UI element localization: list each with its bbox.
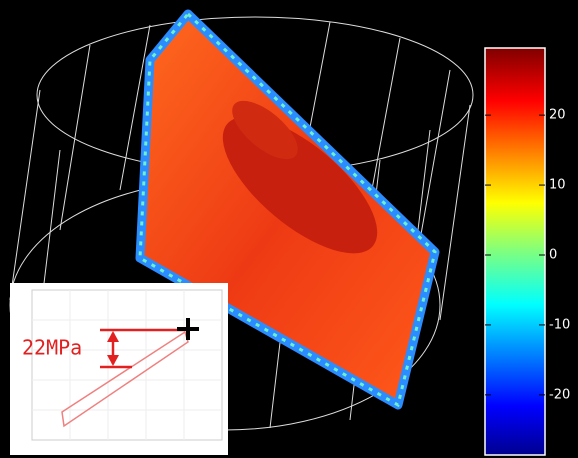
colorbar-tick-label: 0 bbox=[549, 247, 557, 262]
colorbar-tick-label: -20 bbox=[549, 387, 570, 402]
colorbar-tick-label: 20 bbox=[549, 108, 566, 123]
colorbar-tick-label: 10 bbox=[549, 178, 566, 193]
annotation: 22MPa bbox=[22, 336, 82, 360]
inset-plot: 22MPa bbox=[10, 283, 228, 455]
stress-plane bbox=[135, 9, 440, 410]
colorbar-tick-label: -10 bbox=[549, 317, 570, 332]
colorbar: 20 10 0 -10 -20 bbox=[484, 47, 570, 456]
